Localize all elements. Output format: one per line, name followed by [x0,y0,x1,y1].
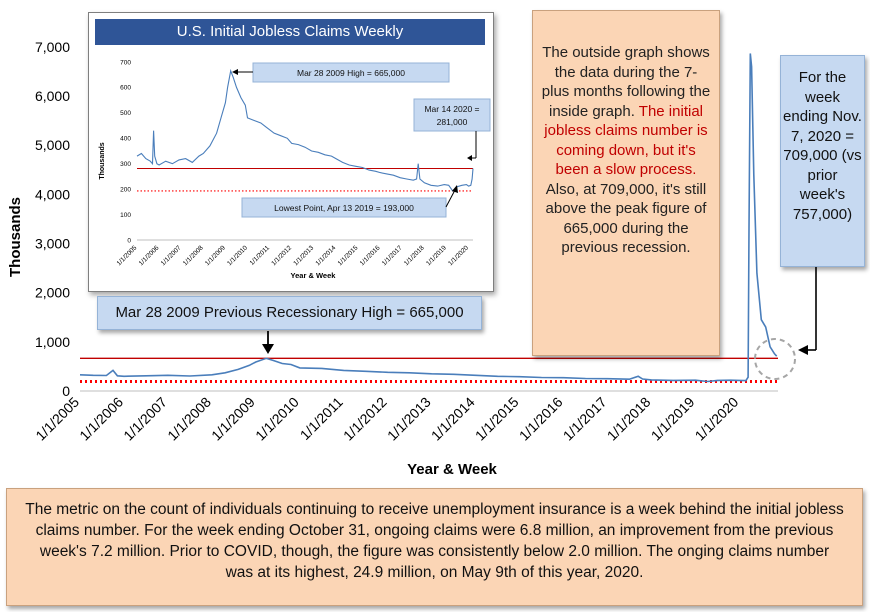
inset-lowest-arrow [445,189,456,208]
inset-x-tick-label: 1/1/2012 [270,244,293,267]
main-x-tick-label: 1/1/2018 [604,394,654,444]
main-y-axis-ticks: 0 1,000 2,000 3,000 4,000 5,000 6,000 7,000 [35,39,70,399]
inset-y-tick-label: 200 [120,186,131,193]
main-x-tick-label: 1/1/2013 [384,394,434,444]
main-x-tick-label: 1/1/2005 [32,394,82,444]
main-x-tick-label: 1/1/2017 [560,394,610,444]
inset-x-tick-label: 1/1/2006 [138,244,161,267]
note-text-highlight: The initial jobless claims number is com… [544,102,708,179]
inset-mar14-callout-line2: 281,000 [437,117,468,127]
inset-x-axis-ticks: 1/1/2005 1/1/2006 1/1/2007 1/1/2008 1/1/2009… [116,244,471,267]
inset-x-tick-label: 1/1/2018 [403,244,426,267]
main-x-tick-label: 1/1/2011 [297,394,346,443]
inset-x-tick-label: 1/1/2014 [315,244,338,267]
inset-y-tick-label: 0 [127,237,131,244]
main-x-tick-label: 1/1/2012 [340,394,390,444]
inset-x-tick-label: 1/1/2005 [116,244,139,267]
continuing-claims-note: The metric on the count of individuals c… [6,488,863,606]
inset-x-tick-label: 1/1/2009 [204,244,227,267]
inset-x-tick-label: 1/1/2015 [337,244,360,267]
inset-high-arrow-head [232,69,238,75]
inset-y-tick-label: 600 [120,85,131,92]
main-y-tick-label: 6,000 [35,88,70,104]
prevhigh-arrow-head [262,344,274,354]
main-series-line [79,53,778,383]
inset-mar14-callout-line1: Mar 14 2020 = [424,104,479,114]
main-x-axis-label: Year & Week [407,461,497,478]
main-y-tick-label: 0 [62,383,70,399]
inset-lowest-callout-box [241,197,447,218]
inset-y-tick-label: 400 [120,136,131,143]
inset-x-tick-label: 1/1/2007 [160,244,183,267]
main-y-tick-label: 1,000 [35,334,70,350]
main-x-tick-label: 1/1/2015 [472,394,522,444]
week-arrow-head [798,345,808,355]
main-x-tick-label: 1/1/2009 [208,394,258,444]
inset-high-callout: Mar 28 2009 High = 665,000 [297,68,405,78]
highlight-circle [754,338,796,380]
inset-chart-title: U.S. Initial Jobless Claims Weekly [95,19,485,45]
inset-lowest-arrow-head [452,185,458,193]
inset-y-axis-label: Thousands [99,142,106,179]
main-y-tick-label: 3,000 [35,235,70,251]
inset-reference-lines [137,168,473,192]
inset-x-tick-label: 1/1/2010 [226,244,249,267]
inset-y-axis-ticks: 0 100 200 300 400 500 600 700 [120,59,131,244]
inset-lowest-callout: Lowest Point, Apr 13 2019 = 193,000 [274,203,414,213]
inset-x-tick-label: 1/1/2011 [249,244,272,267]
main-x-tick-label: 1/1/2016 [516,394,566,444]
previous-high-callout: Mar 28 2009 Previous Recessionary High =… [97,296,482,330]
main-x-tick-label: 1/1/2007 [120,394,170,444]
main-x-tick-label: 1/1/2008 [164,394,214,444]
explanation-note: The outside graph shows the data during … [532,10,720,356]
inset-y-tick-label: 500 [120,110,131,117]
inset-x-tick-label: 1/1/2016 [359,244,382,267]
inset-chart-panel: 0 100 200 300 400 500 600 700 1/1/2005 1/1/2006 1… [88,12,494,292]
main-y-tick-label: 4,000 [35,186,70,202]
inset-mar14-callout-box [413,98,491,132]
inset-y-tick-label: 700 [120,59,131,66]
main-x-axis-ticks: 1/1/20051/1/20061/1/20071/1/20081/1/2009… [32,394,741,444]
inset-x-tick-label: 1/1/2017 [381,244,404,267]
main-reference-lines [80,357,778,384]
note-text-peak: Also, at 709,000, it's still above the p… [545,180,707,257]
main-y-tick-label: 2,000 [35,285,70,301]
main-x-tick-label: 1/1/2019 [648,394,698,444]
inset-x-tick-label: 1/1/2008 [182,244,205,267]
note-text-intro: The outside graph shows the data during … [541,44,711,120]
inset-y-tick-label: 100 [120,212,131,219]
main-x-tick-label: 1/1/2006 [76,394,126,444]
inset-x-tick-label: 1/1/2019 [425,244,448,267]
inset-mar14-arrow-head [467,155,472,161]
inset-y-tick-label: 300 [120,161,131,168]
inset-x-axis-label: Year & Week [291,271,337,280]
inset-series-line [136,68,474,192]
main-x-tick-label: 1/1/2014 [428,394,478,444]
inset-x-tick-label: 1/1/2013 [292,244,315,267]
main-y-axis-label: Thousands [7,197,24,277]
inset-x-tick-label: 1/1/2020 [447,244,470,267]
main-y-tick-label: 7,000 [35,39,70,55]
main-y-tick-label: 5,000 [35,137,70,153]
main-x-tick-label: 1/1/2010 [252,394,302,444]
main-x-tick-label: 1/1/2020 [692,394,742,444]
week-ending-callout: For the week ending Nov. 7, 2020 = 709,0… [780,55,865,267]
